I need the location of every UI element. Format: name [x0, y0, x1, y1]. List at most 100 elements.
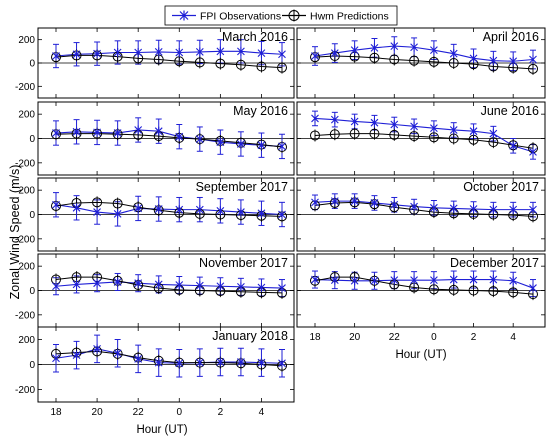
- obs-point: [449, 49, 458, 59]
- pred-series-line: [55, 276, 283, 294]
- obs-point: [93, 207, 101, 217]
- plot-area: [51, 39, 287, 74]
- obs-point: [237, 139, 245, 149]
- x-tick-label: 20: [349, 332, 361, 343]
- obs-point: [390, 200, 399, 210]
- obs-point: [311, 113, 319, 123]
- pred-point: [369, 127, 380, 140]
- obs-point: [330, 196, 339, 206]
- y-tick-label: 0: [29, 210, 35, 221]
- pred-point: [428, 283, 439, 296]
- obs-point: [370, 43, 379, 53]
- obs-series-line: [314, 45, 534, 62]
- obs-point: [529, 205, 537, 215]
- obs-point: [175, 358, 184, 368]
- pred-point: [488, 285, 499, 298]
- y-tick-label: 200: [18, 35, 35, 46]
- panel-october-2017: October 2017: [296, 177, 546, 252]
- obs-point: [154, 204, 163, 214]
- pred-series-line: [314, 133, 534, 149]
- y-tick-label: 200: [18, 186, 35, 197]
- obs-point: [52, 200, 60, 210]
- obs-point: [430, 203, 438, 213]
- x-tick-label: 22: [133, 407, 145, 418]
- obs-point: [278, 141, 286, 151]
- obs-point: [113, 128, 122, 138]
- pred-point: [389, 128, 400, 141]
- obs-point: [257, 48, 266, 58]
- panel-title: October 2017: [463, 180, 539, 194]
- pred-point: [528, 62, 538, 75]
- x-tick-label: 0: [176, 407, 182, 418]
- pred-point: [310, 129, 320, 142]
- obs-point: [216, 137, 225, 147]
- panel-title: March 2016: [222, 30, 288, 44]
- obs-point: [489, 275, 498, 285]
- x-tick-label: 22: [389, 332, 401, 343]
- pred-point: [468, 284, 479, 297]
- panel-june-2016: June 2016: [296, 101, 546, 176]
- panel-title: June 2016: [481, 104, 539, 118]
- legend-obs-star-icon: [179, 10, 189, 21]
- obs-point: [410, 202, 418, 212]
- pred-point: [369, 51, 380, 64]
- pred-point: [215, 57, 226, 70]
- obs-point: [449, 275, 458, 285]
- y-tick-label: -200: [15, 82, 35, 93]
- y-tick-label: 200: [18, 110, 35, 121]
- pred-point: [235, 58, 246, 71]
- panel-january-2018: -200 0 200 18 20 22 0 2 4 January 2018: [15, 326, 295, 418]
- y-tick-label: 0: [29, 59, 35, 70]
- obs-point: [154, 279, 163, 289]
- obs-point: [113, 277, 122, 287]
- obs-point: [175, 280, 184, 290]
- obs-point: [449, 203, 458, 213]
- obs-point: [52, 128, 60, 138]
- obs-point: [257, 282, 266, 292]
- obs-point: [195, 47, 204, 57]
- panel-title: April 2016: [483, 30, 539, 44]
- obs-point: [370, 276, 379, 286]
- obs-point: [134, 354, 143, 364]
- x-tick-label: 0: [431, 332, 437, 343]
- obs-point: [154, 126, 163, 136]
- plot-area: [51, 117, 287, 160]
- panel-may-2016: -200 0 200 May 2016: [15, 101, 295, 176]
- obs-point: [154, 47, 163, 57]
- obs-point: [195, 205, 204, 215]
- pred-series-line: [314, 201, 534, 217]
- obs-point: [216, 281, 225, 291]
- obs-point: [449, 125, 458, 135]
- obs-point: [216, 46, 225, 56]
- y-tick-label: -200: [15, 310, 35, 321]
- obs-series-line: [55, 129, 283, 147]
- obs-series-line: [314, 200, 533, 211]
- obs-point: [93, 49, 101, 59]
- obs-point: [390, 41, 399, 51]
- obs-point: [216, 206, 225, 216]
- x-axis-label-right: Hour (UT): [395, 349, 446, 361]
- obs-point: [93, 344, 101, 354]
- obs-point: [370, 198, 379, 208]
- pred-point: [508, 286, 519, 299]
- obs-point: [237, 282, 245, 292]
- x-tick-label: 18: [50, 407, 62, 418]
- obs-point: [72, 279, 81, 289]
- obs-point: [52, 281, 60, 291]
- panel-march-2016: -200 0 200 March 2016: [15, 27, 295, 99]
- obs-point: [52, 353, 60, 363]
- obs-point: [489, 129, 498, 139]
- legend-pred-label: Hwm Predictions: [310, 11, 389, 23]
- obs-point: [113, 348, 122, 358]
- panel-december-2017: 18 20 22 0 2 4 December 2017: [296, 253, 546, 343]
- obs-point: [509, 276, 518, 286]
- obs-series-line: [55, 281, 283, 289]
- obs-point: [311, 51, 319, 61]
- y-tick-label: 0: [29, 286, 35, 297]
- obs-point: [175, 48, 184, 57]
- panel-september-2017: -200 0 200 September 2017: [15, 177, 295, 252]
- x-tick-label: 18: [309, 332, 321, 343]
- pred-point: [448, 283, 459, 296]
- legend-obs-label: FPI Observations: [200, 11, 281, 23]
- obs-point: [278, 49, 286, 59]
